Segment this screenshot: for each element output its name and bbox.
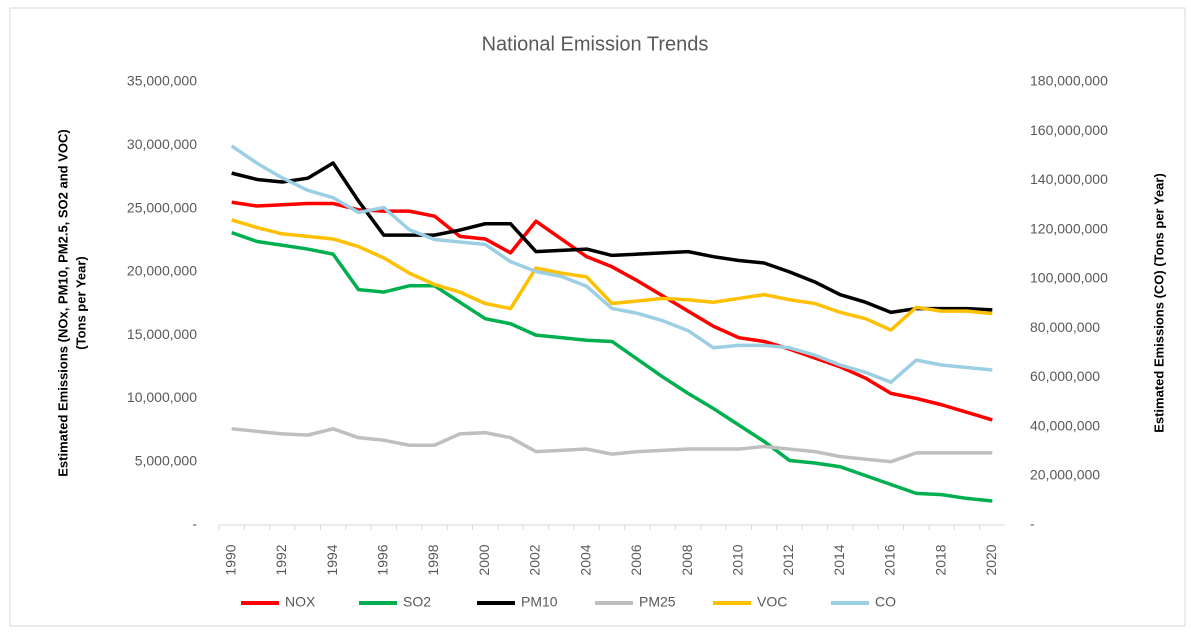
legend-label: SO2 — [403, 594, 431, 610]
series-line — [231, 161, 993, 315]
y-tick-label: 5,000,000 — [135, 452, 197, 468]
x-tick-label: 2002 — [527, 544, 543, 575]
y2-tick-label: 180,000,000 — [1030, 73, 1108, 89]
x-tick-label: 2000 — [476, 544, 492, 575]
y2-tick-label: 20,000,000 — [1030, 466, 1100, 482]
y2-axis-title: Estimated Emissions (CO) (Tons per Year) — [1151, 173, 1166, 433]
y-tick-label: 30,000,000 — [127, 136, 197, 152]
chart-border — [9, 7, 1186, 627]
legend-label: NOX — [285, 594, 316, 610]
y-axis-title: Estimated Emissions (NOx, PM10, PM2.5, S… — [55, 129, 70, 477]
y-tick-label: 25,000,000 — [127, 199, 197, 215]
series-line — [231, 200, 993, 422]
y2-tick-label: 120,000,000 — [1030, 220, 1108, 236]
y-tick-label: 20,000,000 — [127, 263, 197, 279]
y-tick-label: 10,000,000 — [127, 389, 197, 405]
y-tick-label: 15,000,000 — [127, 326, 197, 342]
legend-label: VOC — [757, 594, 787, 610]
x-tick-label: 2006 — [628, 544, 644, 575]
y2-tick-label: 100,000,000 — [1030, 270, 1108, 286]
x-tick-label: 2016 — [882, 544, 898, 575]
y-axis-title: (Tons per Year) — [73, 256, 88, 349]
y2-tick-label: - — [1030, 516, 1035, 532]
y2-tick-label: 140,000,000 — [1030, 171, 1108, 187]
y2-tick-label: 80,000,000 — [1030, 319, 1100, 335]
x-tick-label: 2010 — [729, 544, 745, 575]
x-tick-label: 1996 — [375, 544, 391, 575]
x-tick-label: 1992 — [273, 544, 289, 575]
y-tick-label: 35,000,000 — [127, 73, 197, 89]
series-line — [231, 230, 993, 503]
x-tick-label: 1990 — [222, 544, 238, 575]
series-line — [231, 427, 993, 464]
x-tick-label: 2012 — [780, 544, 796, 575]
series-line — [230, 144, 993, 385]
y2-tick-label: 40,000,000 — [1030, 417, 1100, 433]
y2-tick-label: 160,000,000 — [1030, 122, 1108, 138]
chart-title: National Emission Trends — [482, 33, 709, 55]
y-tick-label: - — [192, 516, 197, 532]
x-tick-label: 2014 — [831, 544, 847, 575]
x-tick-label: 2008 — [679, 544, 695, 575]
legend-label: CO — [875, 594, 896, 610]
x-tick-label: 1994 — [324, 544, 340, 575]
x-tick-label: 2004 — [577, 544, 593, 575]
legend-label: PM10 — [521, 594, 558, 610]
legend-label: PM25 — [639, 594, 676, 610]
y2-tick-label: 60,000,000 — [1030, 368, 1100, 384]
x-tick-label: 1998 — [425, 544, 441, 575]
x-tick-label: 2018 — [932, 544, 948, 575]
series-line — [231, 218, 993, 332]
x-tick-label: 2020 — [983, 544, 999, 575]
